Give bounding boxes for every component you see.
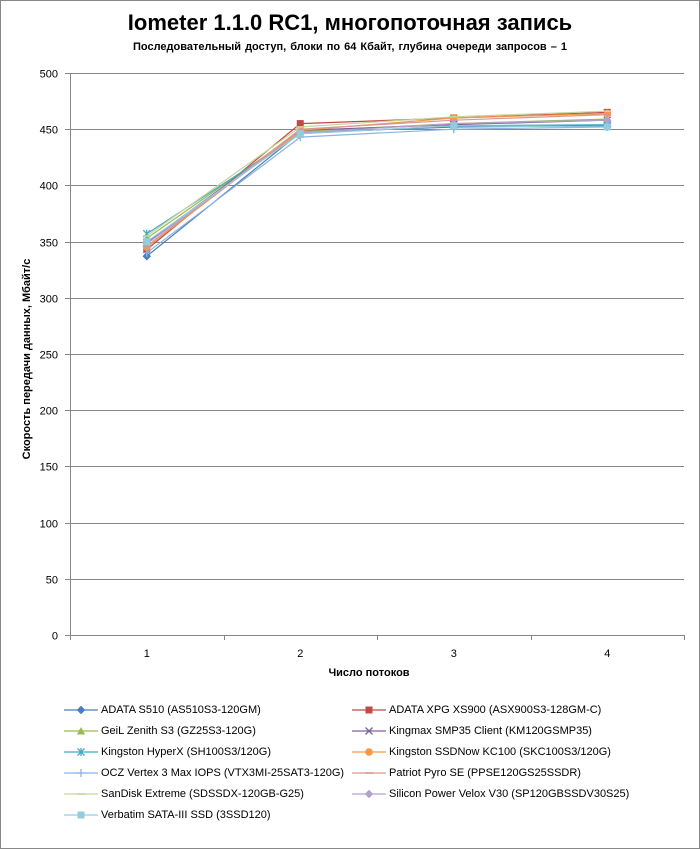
legend-swatch-marker (365, 727, 373, 735)
legend-swatch-marker (364, 789, 374, 799)
series-8 (142, 110, 612, 237)
series-line (146, 125, 608, 257)
series-line (146, 119, 608, 244)
legend-item: Kingston HyperX (SH100S3/120G) (63, 742, 271, 762)
legend-label: Kingmax SMP35 Client (KM120GSMP35) (389, 725, 592, 737)
legend-label: ADATA S510 (AS510S3-120GM) (101, 704, 261, 716)
chart-subtitle: Последовательный доступ, блоки по 64 Кба… (132, 41, 568, 53)
legend-item: Kingmax SMP35 Client (KM120GSMP35) (351, 721, 592, 741)
legend-swatch-marker (76, 705, 86, 715)
y-tick-label: 100 (40, 519, 58, 531)
legend-swatch (352, 706, 386, 714)
data-point (450, 122, 458, 130)
x-tick-label: 4 (604, 648, 610, 660)
data-point (142, 248, 151, 257)
series-line (146, 126, 608, 254)
legend-item: Patriot Pyro SE (PPSE120GS25SSDR) (351, 763, 581, 783)
data-point (603, 123, 611, 131)
legend-swatch-marker (77, 727, 85, 735)
y-tick-label: 0 (52, 631, 58, 643)
series-5 (142, 109, 612, 252)
legend-label: Kingston SSDNow KC100 (SKC100S3/120G) (389, 746, 611, 758)
legend-label: OCZ Vertex 3 Max IOPS (VTX3MI-25SAT3-120… (101, 767, 345, 779)
x-axis-title: Число потоков (328, 667, 409, 679)
legend-swatch (352, 727, 386, 735)
legend-swatch (64, 705, 98, 715)
x-tick-label: 3 (451, 648, 457, 660)
legend-swatch-marker (365, 706, 373, 714)
series-3 (142, 116, 612, 247)
legend-item: OCZ Vertex 3 Max IOPS (VTX3MI-25SAT3-120… (63, 763, 344, 783)
series-1 (143, 108, 611, 253)
legend-label: Kingston HyperX (SH100S3/120G) (101, 746, 271, 758)
legend-label: ADATA XPG XS900 (ASX900S3-128GM-C) (389, 704, 602, 716)
legend-label: Patriot Pyro SE (PPSE120GS25SSDR) (389, 767, 581, 779)
legend-swatch-marker (77, 811, 85, 819)
data-point (296, 130, 304, 138)
chart-title: Iometer 1.1.0 RC1, многопоточная запись (127, 10, 573, 35)
legend-item: Verbatim SATA-III SSD (3SSD120) (63, 805, 271, 825)
legend-item: ADATA S510 (AS510S3-120GM) (63, 700, 261, 720)
y-tick-label: 50 (46, 575, 58, 587)
series-line (146, 114, 608, 247)
y-tick-label: 400 (40, 181, 58, 193)
legend-swatch-marker (77, 748, 85, 756)
legend-swatch (352, 772, 386, 774)
series-line (146, 125, 608, 243)
legend-label: GeiL Zenith S3 (GZ25S3-120G) (101, 725, 256, 737)
legend-item: Kingston SSDNow KC100 (SKC100S3/120G) (351, 742, 611, 762)
legend-swatch (352, 748, 386, 756)
legend-swatch-marker (77, 769, 85, 777)
y-tick-label: 450 (40, 125, 58, 137)
legend-item: SanDisk Extreme (SDSSDX-120GB-G25) (63, 784, 304, 804)
legend-swatch (64, 793, 98, 795)
y-axis-title: Скорость передачи данных, Мбайт/с (21, 259, 33, 460)
y-tick-label: 500 (40, 69, 58, 81)
legend-label: Silicon Power Velox V30 (SP120GBSSDV30S2… (389, 788, 630, 800)
y-tick-label: 250 (40, 350, 58, 362)
legend-swatch-marker (365, 748, 373, 756)
legend-swatch (64, 727, 98, 735)
legend-label: Verbatim SATA-III SSD (3SSD120) (101, 809, 271, 821)
y-tick-label: 300 (40, 294, 58, 306)
x-tick-label: 1 (144, 648, 150, 660)
series-line (146, 110, 608, 237)
legend-item: GeiL Zenith S3 (GZ25S3-120G) (63, 721, 256, 741)
series-line (146, 118, 608, 239)
y-tick-label: 350 (40, 238, 58, 250)
data-point (143, 238, 151, 246)
y-tick-label: 150 (40, 462, 58, 474)
series-9 (142, 115, 612, 249)
x-tick-label: 2 (297, 648, 303, 660)
legend-item: Silicon Power Velox V30 (SP120GBSSDV30S2… (351, 784, 629, 804)
y-tick-label: 200 (40, 406, 58, 418)
legend-swatch (64, 748, 98, 756)
series-line (146, 119, 608, 245)
series-7 (142, 113, 612, 247)
legend-label: SanDisk Extreme (SDSSDX-120GB-G25) (101, 788, 304, 800)
legend-swatch (352, 789, 386, 799)
series-10 (143, 122, 611, 246)
data-point (296, 120, 304, 128)
series-4 (142, 120, 612, 238)
legend-swatch (64, 769, 98, 777)
legend-swatch (64, 811, 98, 819)
series-line (146, 124, 608, 235)
line-chart: 0 50 100 150 200 250 300 350 400 450 500 1 2 3 4 Число … (21, 69, 685, 679)
series-2 (142, 115, 612, 242)
legend-item: ADATA XPG XS900 (ASX900S3-128GM-C) (351, 700, 601, 720)
